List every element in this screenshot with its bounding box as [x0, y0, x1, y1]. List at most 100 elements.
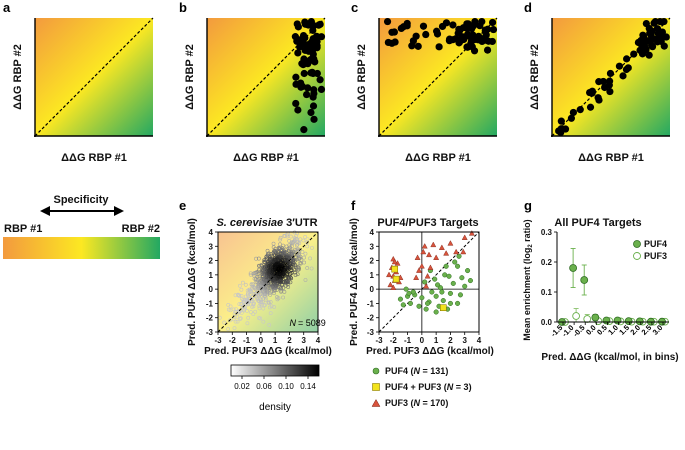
- x-tick-label: 3: [301, 336, 306, 345]
- puf4-point: [407, 300, 413, 306]
- panel-b-diagonal: [206, 17, 326, 137]
- puf3-point: [460, 248, 467, 255]
- density-point: [266, 251, 271, 256]
- schematic-point: [478, 17, 486, 26]
- y-tick-label: 4: [370, 228, 375, 237]
- panel-f-title: PUF4/PUF3 Targets: [377, 217, 478, 229]
- puf4-mean-point: [602, 316, 611, 325]
- density-point: [260, 275, 265, 279]
- puf4-mean-point: [624, 317, 633, 326]
- schematic-point: [316, 76, 324, 84]
- density-point: [233, 293, 238, 298]
- schematic-point: [433, 30, 442, 38]
- schematic-point: [310, 89, 318, 98]
- legend-both-marker: [372, 383, 380, 391]
- legend-g-puf4-marker: [633, 240, 641, 248]
- density-point: [245, 292, 250, 297]
- puf4-point: [447, 290, 453, 296]
- density-point: [238, 283, 242, 288]
- density-point: [261, 268, 266, 273]
- density-point: [245, 288, 250, 293]
- density-point: [268, 292, 273, 297]
- density-point: [279, 289, 284, 294]
- colorbar-tick-label: 0.02: [234, 382, 250, 391]
- density-point: [282, 268, 287, 272]
- colorbar-tick-label: 0.06: [256, 382, 272, 391]
- panel-f-yticks: -3 -2 -1 0 1 2 3 4: [367, 228, 379, 337]
- puf4-puf3-point: [391, 265, 399, 273]
- schematic-point: [488, 18, 497, 27]
- schematic-point: [653, 38, 662, 46]
- density-point: [280, 283, 285, 287]
- puf3-point: [387, 281, 394, 288]
- density-point: [238, 316, 243, 321]
- panel-f-xlabel: Pred. PUF3 ΔΔG (kcal/mol): [366, 346, 494, 357]
- density-point: [245, 309, 249, 313]
- puf4-point: [462, 283, 468, 289]
- density-point: [281, 295, 285, 300]
- density-point: [260, 274, 265, 279]
- y-tick-label: 1: [209, 271, 214, 280]
- density-point: [271, 250, 276, 255]
- schematic-point: [292, 99, 300, 108]
- g-y-tick-label: 0.0: [541, 318, 553, 327]
- density-point: [268, 265, 273, 270]
- density-point: [252, 271, 256, 276]
- panel-e-frame: [217, 231, 319, 333]
- panel-letter-f: f: [351, 198, 356, 213]
- schematic-point: [653, 25, 662, 33]
- density-point: [282, 249, 287, 254]
- puf3-point: [418, 263, 425, 269]
- puf4-point: [433, 309, 439, 315]
- density-point: [273, 253, 278, 258]
- schematic-point: [408, 42, 416, 50]
- panel-f-ylabel: Pred. PUF4 ΔΔG (kcal/mol): [349, 218, 360, 346]
- puf3-point: [433, 254, 440, 260]
- puf4-point: [416, 303, 422, 309]
- puf4-point: [425, 300, 431, 306]
- y-tick-label: -3: [367, 328, 375, 337]
- density-point: [281, 243, 286, 248]
- y-tick-label: 1: [370, 271, 375, 280]
- schematic-point: [384, 38, 392, 47]
- density-point: [278, 242, 282, 247]
- density-point: [245, 321, 250, 326]
- schematic-point: [300, 69, 308, 78]
- puf3-point: [391, 258, 398, 265]
- g-y-tick-label: 0.1: [541, 288, 553, 297]
- panel-b-xlabel: ΔΔG RBP #1: [233, 152, 299, 164]
- y-tick-label: 3: [209, 242, 214, 251]
- schematic-point: [292, 73, 300, 81]
- y-tick-label: -3: [206, 328, 214, 337]
- x-tick-label: -2: [390, 336, 398, 345]
- puf3-point: [413, 274, 420, 280]
- density-point: [265, 276, 269, 281]
- schematic-point: [313, 44, 321, 52]
- density-point: [255, 274, 260, 279]
- panel-f-xticks: -3 -2 -1 0 1 2 3 4: [375, 332, 482, 345]
- schematic-point: [422, 30, 430, 39]
- puf4-puf3-point: [392, 275, 400, 283]
- density-point: [266, 300, 271, 305]
- density-point: [245, 301, 250, 305]
- schematic-point: [449, 21, 457, 29]
- density-point: [238, 302, 243, 306]
- schematic-point: [594, 94, 602, 102]
- schematic-point: [310, 115, 318, 123]
- puf4-point: [450, 280, 456, 286]
- panel-e-xticks: -3 -2 -1 0 1 2 3 4: [214, 332, 321, 345]
- density-point: [256, 292, 260, 297]
- density-point: [281, 261, 286, 266]
- schematic-point: [438, 22, 447, 31]
- puf4-mean-point: [635, 317, 644, 326]
- density-point: [284, 258, 289, 262]
- density-point: [226, 303, 231, 307]
- panel-letter-e: e: [179, 198, 186, 213]
- density-point: [296, 267, 301, 272]
- density-point: [267, 286, 272, 290]
- density-point: [293, 273, 298, 277]
- panel-g-yticks: 0.0 0.1 0.2 0.3: [541, 228, 557, 327]
- density-point: [274, 250, 278, 255]
- panel-c-diagonal: [378, 17, 498, 137]
- density-point: [305, 244, 310, 249]
